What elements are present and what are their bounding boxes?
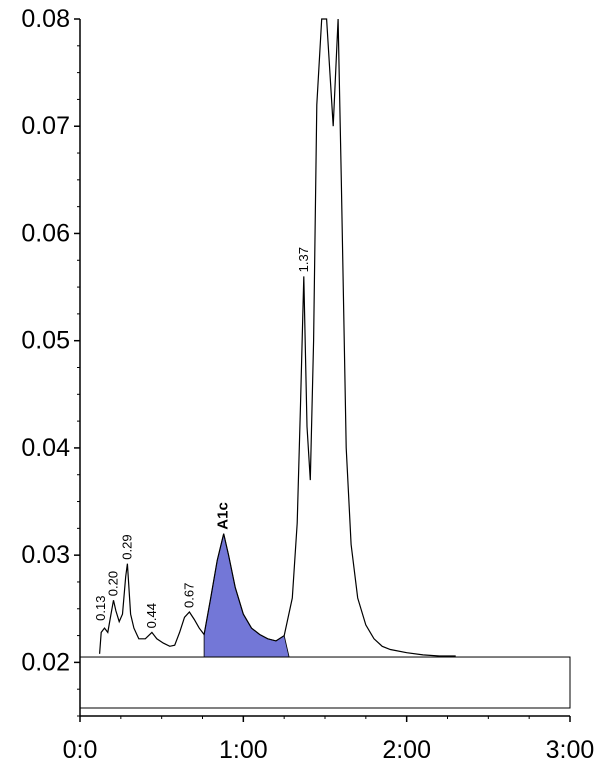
peak-labels: 0.130.20 0.29 0.44 0.67 1.37 A1c [93, 247, 311, 628]
a1c-shaded-area-layer [203, 533, 290, 658]
peak-label: 0.20 [105, 571, 120, 596]
x-tick-label: 0:0 [63, 736, 98, 764]
peak-label: 1.37 [296, 247, 311, 272]
baseline-box-layer [79, 656, 571, 709]
axes: 0.02 0.03 0.04 0.05 0.06 0.07 0.08 0:0 1:00 2:00 3… [21, 5, 594, 764]
peak-label: 0.13 [93, 596, 108, 621]
peak-label: 0.67 [181, 583, 196, 608]
y-tick-label: 0.02 [21, 648, 70, 676]
y-tick-label: 0.06 [21, 219, 70, 247]
peak-label: 0.44 [144, 603, 159, 628]
x-tick-label: 1:00 [219, 736, 268, 764]
y-tick-label: 0.05 [21, 327, 70, 355]
y-tick-label: 0.03 [21, 541, 70, 569]
x-tick-label: 3:00 [546, 736, 595, 764]
y-tick-label: 0.08 [21, 5, 70, 33]
a1c-shaded-area [203, 533, 290, 658]
peak-label: 0.29 [119, 534, 134, 559]
x-tick-label: 2:00 [382, 736, 431, 764]
y-tick-label: 0.07 [21, 112, 70, 140]
baseline-box [79, 656, 571, 709]
peak-label: A1c [215, 502, 232, 530]
y-tick-label: 0.04 [21, 434, 70, 462]
chromatogram-trace [99, 18, 456, 657]
trace-layer [99, 18, 456, 657]
